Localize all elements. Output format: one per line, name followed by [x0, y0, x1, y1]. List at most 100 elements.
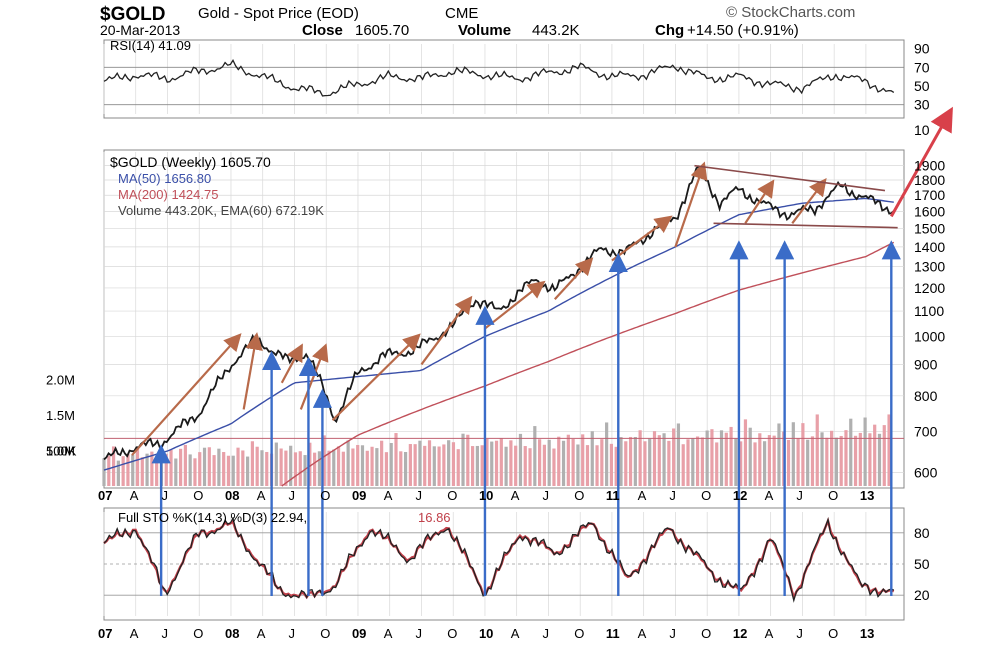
- volume-bar: [313, 452, 317, 486]
- price-y-tick: 700: [914, 423, 938, 439]
- volume-bar: [389, 442, 393, 486]
- x-tick-label: A: [257, 488, 266, 503]
- stoch-k-line: [103, 516, 895, 603]
- volume-bar: [581, 434, 585, 486]
- volume-bar: [667, 440, 671, 486]
- volume-bar: [236, 447, 240, 486]
- volume-bar: [284, 450, 288, 486]
- volume-bar: [222, 452, 226, 486]
- volume-bar: [777, 423, 781, 486]
- x-tick-label: O: [447, 488, 457, 503]
- x-tick-label-bottom: J: [796, 626, 803, 641]
- volume-bar: [126, 453, 130, 486]
- volume-bar: [830, 430, 834, 486]
- volume-bar: [202, 447, 207, 486]
- header-close-label: Close: [302, 22, 343, 39]
- volume-bar: [289, 445, 293, 486]
- volume-bar: [585, 445, 590, 486]
- header-date: 20-Mar-2013: [100, 22, 180, 38]
- header-volume-value: 443.2K: [532, 22, 580, 39]
- x-tick-label: 10: [479, 488, 493, 503]
- volume-bar: [131, 454, 135, 486]
- volume-bar: [246, 456, 250, 486]
- volume-bar: [188, 454, 192, 486]
- volume-bar: [877, 433, 882, 486]
- volume-bar: [614, 446, 618, 486]
- volume-bar: [164, 453, 168, 486]
- volume-y-tick: 1.0M: [46, 444, 75, 459]
- uptrend-arrow: [553, 257, 594, 300]
- uptrend-arrow: [744, 179, 775, 224]
- volume-bar: [724, 432, 728, 486]
- volume-bar: [308, 442, 312, 486]
- volume-bar: [298, 451, 302, 486]
- header-volume-label: Volume: [458, 22, 511, 39]
- volume-bar: [241, 450, 245, 486]
- volume-bar: [107, 455, 111, 486]
- volume-bar: [198, 452, 202, 486]
- volume-bar: [753, 442, 757, 486]
- x-tick-label-bottom: J: [415, 626, 422, 641]
- volume-bar: [791, 422, 795, 486]
- volume-bar: [356, 444, 360, 486]
- volume-bar: [710, 429, 714, 486]
- x-tick-label-bottom: O: [701, 626, 711, 641]
- volume-bar: [533, 426, 537, 486]
- x-tick-label: O: [574, 488, 584, 503]
- volume-bar: [571, 438, 575, 486]
- price-y-tick: 1400: [914, 239, 945, 255]
- x-tick-label-bottom: A: [384, 626, 393, 641]
- volume-bar: [566, 434, 570, 486]
- volume-bar: [346, 440, 350, 486]
- volume-bar: [423, 445, 427, 486]
- volume-bar: [341, 451, 345, 486]
- volume-bar: [135, 446, 140, 486]
- stoch-y-tick: 20: [914, 587, 930, 603]
- volume-bar: [351, 448, 355, 486]
- volume-bar: [542, 444, 546, 486]
- x-tick-label: O: [828, 488, 838, 503]
- volume-bar: [360, 445, 365, 486]
- volume-bar: [169, 449, 173, 486]
- volume-bar: [509, 440, 513, 486]
- volume-bar: [734, 438, 738, 486]
- stoch-d-line: [103, 516, 895, 602]
- volume-bar: [447, 440, 451, 486]
- x-tick-label-bottom: J: [288, 626, 295, 641]
- volume-bar: [150, 451, 154, 486]
- stoch-legend-k: Full STO %K(14,3) %D(3) 22.94,: [118, 510, 307, 525]
- stoch-legend-d: 16.86: [418, 510, 451, 525]
- volume-bar: [279, 448, 283, 486]
- volume-bar: [461, 433, 465, 486]
- header-chg-label: Chg: [655, 22, 684, 39]
- ma50-line: [103, 197, 894, 471]
- volume-bar: [145, 453, 149, 486]
- volume-bar: [375, 448, 379, 486]
- volume-bar: [327, 450, 331, 486]
- volume-bar: [485, 438, 489, 486]
- volume-bar: [174, 458, 178, 486]
- volume-bar: [494, 440, 499, 486]
- volume-bar: [810, 436, 815, 486]
- price-legend: $GOLD (Weekly) 1605.70: [110, 154, 271, 170]
- volume-bar: [456, 449, 460, 486]
- volume-bar: [762, 441, 767, 486]
- x-tick-label: A: [638, 488, 647, 503]
- x-tick-label: O: [701, 488, 711, 503]
- volume-bar: [595, 445, 599, 486]
- volume-bar: [437, 446, 441, 486]
- x-tick-label: 13: [860, 488, 874, 503]
- volume-bar: [293, 452, 298, 486]
- volume-bar: [418, 440, 422, 486]
- x-tick-label: A: [130, 488, 139, 503]
- volume-y-tick: 1.5M: [46, 408, 75, 423]
- x-tick-label: J: [796, 488, 803, 503]
- annotation-layer: [131, 106, 953, 596]
- volume-bar: [643, 441, 647, 486]
- volume-bar: [413, 444, 417, 486]
- price-y-tick: 1900: [914, 158, 945, 174]
- series-layer: [103, 58, 895, 603]
- x-tick-label: J: [161, 488, 168, 503]
- stoch-y-tick: 80: [914, 525, 930, 541]
